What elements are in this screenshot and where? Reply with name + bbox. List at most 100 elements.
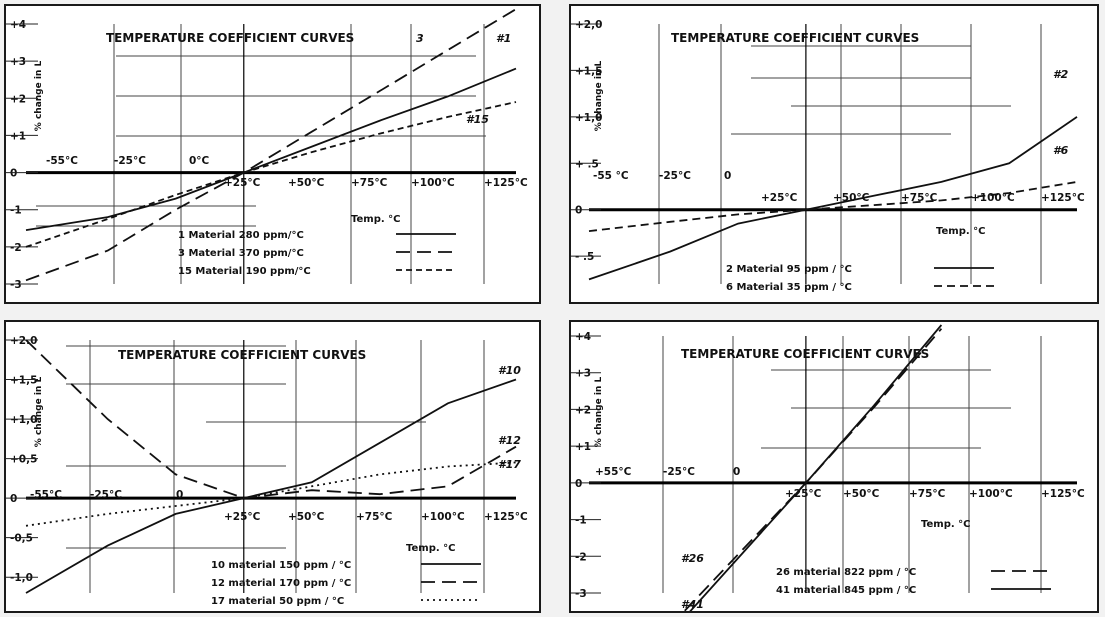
legend-entry: 2 Material 95 ppm / °C [726, 264, 852, 275]
curve-label: #17 [498, 458, 521, 471]
curve-label: #41 [681, 598, 704, 611]
x-tick-label: +75°C [351, 177, 388, 189]
y-axis-label: % change in L [594, 377, 604, 448]
legend-entry: 6 Material 35 ppm / °C [726, 282, 852, 293]
y-tick-label: -3 [575, 588, 587, 600]
x-tick-label: 0 [733, 466, 740, 478]
x-axis-label: Temp. °C [936, 226, 985, 237]
y-tick-label: +2 [10, 93, 26, 105]
series-line-1 [25, 339, 517, 500]
x-tick-label: 0°C [189, 155, 210, 167]
y-tick-label: -1 [575, 515, 587, 527]
x-tick-label: -25°C [90, 489, 122, 501]
legend-entry: 15 Material 190 ppm/°C [178, 266, 311, 277]
chart-bottom-right: +4+3+2+10-1-2-3+55°C -25°C 0+25°C +50°C +75°… [571, 324, 1085, 617]
y-tick-label: + .5 [575, 158, 599, 170]
x-tick-label: +50°C [288, 511, 325, 523]
y-tick-label: -1,0 [10, 572, 33, 584]
series-line-1 [683, 324, 943, 617]
x-tick-label: +50°C [843, 488, 880, 500]
x-tick-label: +100°C [971, 192, 1015, 204]
series-line-2 [25, 461, 517, 527]
y-tick-label: 0 [575, 478, 582, 490]
x-tick-label: -25°C [663, 466, 695, 478]
x-tick-label: -55°C [30, 489, 62, 501]
x-tick-label: +125°C [484, 511, 528, 523]
legend-entry: 3 Material 370 ppm/°C [178, 248, 304, 259]
x-tick-label: +125°C [1041, 192, 1085, 204]
x-tick-label: +50°C [833, 192, 870, 204]
x-tick-label: +25°C [224, 511, 261, 523]
x-axis-label: Temp. °C [351, 214, 400, 225]
y-tick-label: +2.0 [10, 335, 37, 347]
x-tick-label: +25°C [761, 192, 798, 204]
x-tick-label: +55°C [595, 466, 632, 478]
x-axis-label: Temp. °C [921, 519, 970, 530]
chart-panel-bottom-left: +2.0 +1,5 +1,0 +0,5 0 -0,5 -1,0 -55°C -25°C 0 +25°… [4, 320, 541, 613]
x-tick-label: -55 °C [593, 170, 629, 182]
y-tick-label: - .5 [575, 251, 594, 263]
chart-title: TEMPERATURE COEFFICIENT CURVES [671, 31, 919, 45]
x-tick-label: -25°C [659, 170, 691, 182]
x-tick-label: +125°C [484, 177, 528, 189]
chart-top-left: +4 +3 +2 +1 0 -1 -2 -3 -55°C -25°C 0°C +25°C +50°C +7… [6, 8, 528, 291]
y-tick-label: +2 [575, 404, 591, 416]
curve-label: 3 [416, 32, 424, 45]
chart-bottom-left: +2.0 +1,5 +1,0 +0,5 0 -0,5 -1,0 -55°C -25°C 0 +25°… [6, 335, 528, 607]
y-tick-label: +1,0 [10, 414, 37, 426]
x-tick-label: -55°C [46, 155, 78, 167]
y-tick-label: 0 [575, 205, 582, 217]
y-tick-label: +1 [575, 441, 591, 453]
x-tick-label: +125°C [1041, 488, 1085, 500]
legend-entry: 1 Material 280 ppm/°C [178, 230, 304, 241]
curve-label: #26 [681, 552, 704, 565]
legend-entry: 12 material 170 ppm / °C [211, 578, 351, 589]
chart-title: TEMPERATURE COEFFICIENT CURVES [118, 348, 366, 362]
y-tick-label: +2,0 [575, 19, 602, 31]
y-tick-label: +1,5 [10, 375, 37, 387]
x-tick-label: +25°C [224, 177, 261, 189]
y-tick-label: +1 [10, 130, 26, 142]
curve-label: #1 [496, 32, 511, 45]
y-tick-label: 0 [10, 493, 17, 505]
series-line-1 [25, 8, 517, 282]
y-tick-label: +4 [575, 331, 591, 343]
x-tick-label: +75°C [356, 511, 393, 523]
y-axis-label: % change in L [34, 377, 44, 448]
x-tick-label: 0 [176, 489, 183, 501]
chart-panel-top-left: +4 +3 +2 +1 0 -1 -2 -3 -55°C -25°C 0°C +25°C +50°C +7… [4, 4, 541, 304]
curve-label: #12 [498, 434, 521, 447]
chart-title: TEMPERATURE COEFFICIENT CURVES [681, 347, 929, 361]
curve-label: #15 [466, 113, 489, 126]
series-line-1 [588, 181, 1078, 232]
legend-entry: 10 material 150 ppm / °C [211, 560, 351, 571]
y-tick-label: +4 [10, 19, 26, 31]
y-tick-label: +1,5 [575, 65, 602, 77]
curve-label: #6 [1053, 144, 1069, 157]
y-tick-label: -0,5 [10, 533, 33, 545]
y-tick-label: -2 [575, 551, 587, 563]
y-tick-label: +3 [10, 56, 26, 68]
x-tick-label: +75°C [909, 488, 946, 500]
x-tick-label: +100°C [411, 177, 455, 189]
series-line-0 [588, 116, 1078, 281]
legend-entry: 17 material 50 ppm / °C [211, 596, 344, 607]
y-tick-label: -3 [10, 279, 22, 291]
x-tick-label: +100°C [969, 488, 1013, 500]
chart-top-right: +2,0 +1,5 +1,0 + .5 0 - .5 -55 °C -25°C 0 +25°C +5… [571, 19, 1085, 293]
chart-title: TEMPERATURE COEFFICIENT CURVES [106, 31, 354, 45]
x-tick-label: 0 [724, 170, 731, 182]
legend-entry: 41 material 845 ppm / °C [776, 585, 916, 596]
x-tick-label: -25°C [114, 155, 146, 167]
series-line-0 [25, 67, 517, 231]
legend-entry: 26 material 822 ppm / °C [776, 567, 916, 578]
y-tick-label: -2 [10, 242, 22, 254]
y-tick-label: -1 [10, 205, 22, 217]
y-tick-label: +1,0 [575, 112, 602, 124]
x-axis-label: Temp. °C [406, 543, 455, 554]
series-line-0 [25, 378, 517, 594]
y-axis-label: % change in L [594, 61, 604, 132]
x-tick-label: +50°C [288, 177, 325, 189]
y-tick-label: 0 [10, 168, 17, 180]
